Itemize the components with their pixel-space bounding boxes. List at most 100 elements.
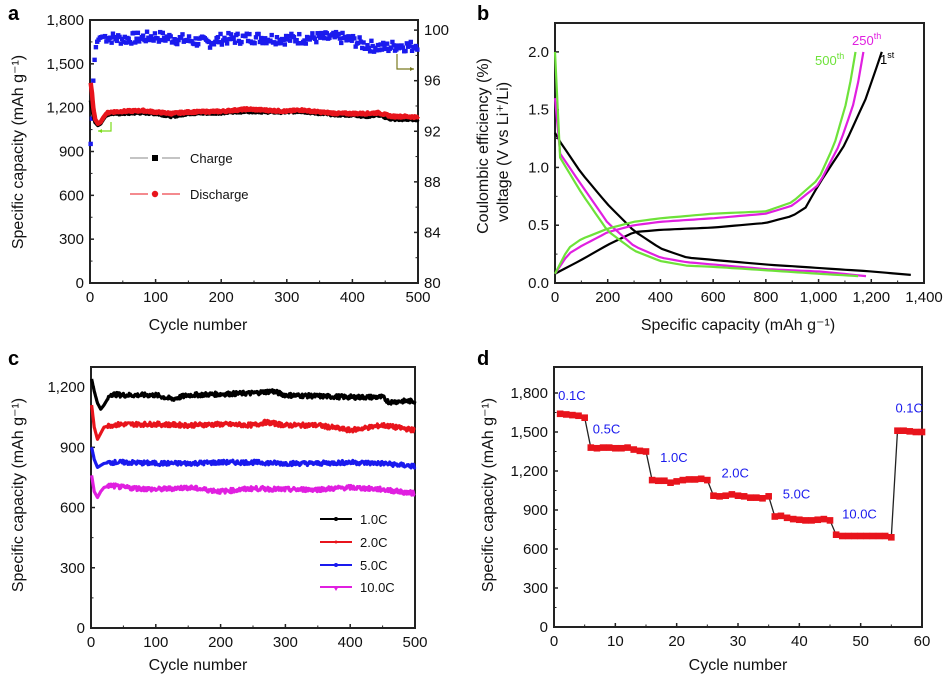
panel-b-ytick-label: 2.0 xyxy=(528,44,549,61)
ce-point xyxy=(245,38,251,44)
panel-d-xtick-label: 40 xyxy=(791,633,808,650)
legend-10c-marker xyxy=(333,586,339,591)
panel-c-ytick-label: 900 xyxy=(60,439,85,456)
curve-label-1st: 1st xyxy=(880,50,895,67)
rate-point xyxy=(685,476,693,483)
rate-point xyxy=(624,444,631,451)
panel-a-xtick-label: 200 xyxy=(209,289,234,306)
rate-point xyxy=(771,513,779,520)
panel-c-legend: 1.0C 2.0C 5.0C 10.0C xyxy=(320,512,395,595)
ce-point xyxy=(88,141,93,147)
rate-point xyxy=(838,532,846,540)
ce-point xyxy=(122,34,127,40)
ce-point xyxy=(160,30,166,36)
ce-point xyxy=(131,30,137,36)
ce-point xyxy=(412,46,417,51)
rate-point xyxy=(593,444,601,452)
rate-point xyxy=(734,492,742,499)
rate-point xyxy=(918,428,926,436)
rate-label: 2.0C xyxy=(721,466,748,481)
panel-a-xtick-label: 0 xyxy=(86,289,94,306)
ce-point xyxy=(331,30,336,36)
ce-point xyxy=(349,38,354,43)
ce-point xyxy=(276,41,281,46)
panel-d-plot: 0.1C 0.5C 1.0C 2.0C 5.0C 10.0C 0.1C xyxy=(556,388,926,541)
panel-a-ytick-label: 1,200 xyxy=(46,100,84,117)
ce-point xyxy=(340,30,345,36)
rate-point xyxy=(875,532,883,540)
rate-point xyxy=(906,428,914,435)
panel-b-xtick-label: 800 xyxy=(753,289,778,306)
ce-point xyxy=(281,37,286,43)
ce-point xyxy=(247,31,252,37)
ce-point xyxy=(165,36,171,42)
ce-point xyxy=(285,37,290,42)
panel-c-ytick-label: 600 xyxy=(60,500,85,517)
panel-d-ylabel: Specific capacity (mAh g⁻¹) xyxy=(480,398,497,592)
ce-point xyxy=(129,41,134,46)
panel-b-xtick-label: 200 xyxy=(595,289,620,306)
panel-a-ytick-label: 1,500 xyxy=(46,56,84,73)
ce-point xyxy=(366,45,371,51)
rate-point xyxy=(746,494,754,501)
ce-point xyxy=(269,32,274,38)
ce-point xyxy=(310,31,315,36)
panel-a-y2tick-label: 92 xyxy=(424,123,441,140)
ce-point xyxy=(262,36,268,41)
panel-c-ytick-label: 1,200 xyxy=(47,379,85,396)
panel-c-xtick-label: 200 xyxy=(208,634,233,651)
rate-label: 0.1C xyxy=(895,401,922,416)
ce-point xyxy=(303,41,309,46)
ce-point xyxy=(152,31,158,36)
legend-5c-label: 5.0C xyxy=(360,558,387,573)
ce-point xyxy=(192,41,197,47)
ce-point xyxy=(409,48,415,53)
panel-c-xlabel: Cycle number xyxy=(149,657,248,674)
rate-point xyxy=(581,414,588,421)
panel-b-axes: 0 200 400 600 800 1,000 1,200 1,400 0.0 0.5 1.0 1.5… xyxy=(528,22,943,306)
rate-point xyxy=(679,476,687,484)
ce-point xyxy=(109,40,114,45)
panel-b-ytick-label: 1.5 xyxy=(528,102,549,119)
ce-point xyxy=(252,40,257,46)
ce-point xyxy=(207,45,213,50)
ce-point xyxy=(259,35,264,41)
arrow-head-right xyxy=(410,67,414,71)
ce-point xyxy=(253,35,259,40)
rate-point xyxy=(888,534,895,541)
panel-d-xtick-label: 10 xyxy=(607,633,624,650)
ce-point xyxy=(294,37,299,43)
ce-point xyxy=(126,36,131,41)
panel-c-letter: c xyxy=(8,348,19,370)
panel-a-annotations xyxy=(98,54,414,133)
ce-point xyxy=(333,29,339,35)
panel-a-xtick-label: 400 xyxy=(340,289,365,306)
rate-point xyxy=(857,532,864,540)
ce-point xyxy=(320,33,326,38)
rate-point xyxy=(587,444,595,451)
ce-point xyxy=(243,34,248,39)
ce-point xyxy=(236,38,242,44)
ce-point xyxy=(133,40,138,45)
ce-point xyxy=(268,38,273,43)
rate-point xyxy=(722,492,730,499)
panel-a-y2tick-label: 88 xyxy=(424,174,441,191)
ce-point xyxy=(196,41,201,47)
panel-d-ytick-label: 1,200 xyxy=(510,463,548,480)
ce-point xyxy=(178,35,184,40)
ce-point xyxy=(360,45,365,51)
legend-charge-marker xyxy=(152,155,158,161)
curve-250th-discharge xyxy=(553,97,867,278)
ce-point xyxy=(404,41,410,46)
rate-label: 0.5C xyxy=(593,422,620,437)
ce-point xyxy=(403,48,408,54)
ce-point xyxy=(319,30,324,36)
panel-c-plot xyxy=(90,378,417,500)
rate-point xyxy=(630,446,638,453)
ce-point xyxy=(395,43,400,48)
panel-a-ytick-label: 900 xyxy=(59,144,84,161)
rate-point xyxy=(777,512,785,520)
ce-point xyxy=(117,34,122,40)
ce-point xyxy=(282,42,288,47)
ce-point xyxy=(408,39,413,45)
